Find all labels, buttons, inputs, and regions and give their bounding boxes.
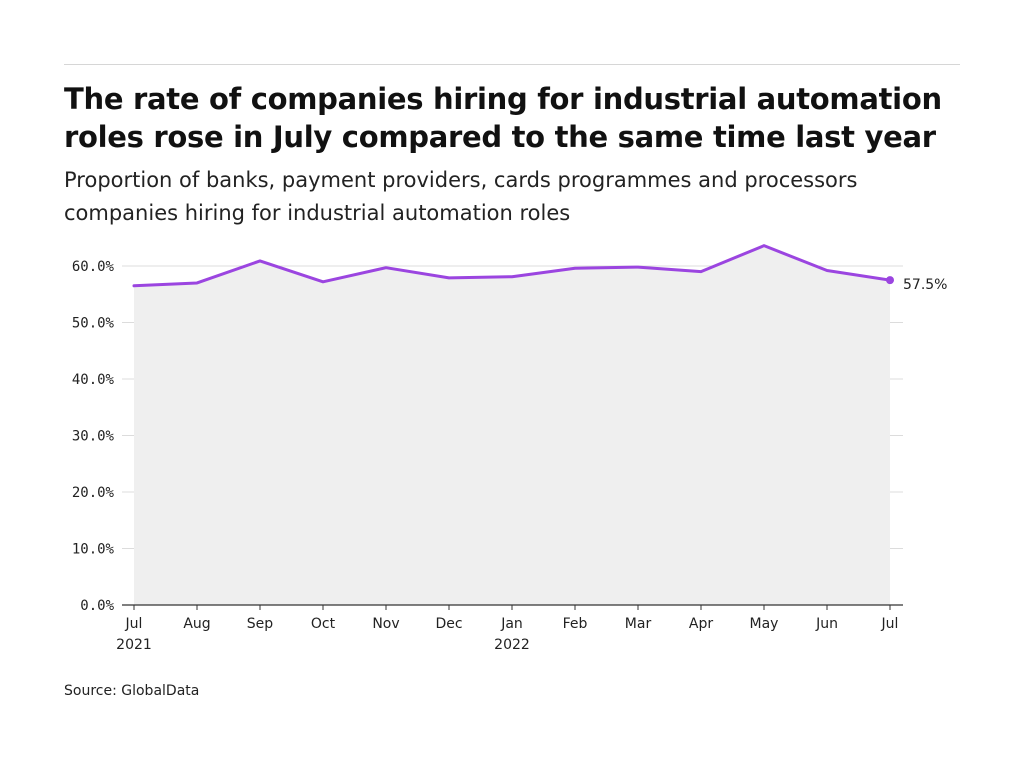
y-tick-label: 20.0% [72, 485, 115, 501]
y-tick-label: 10.0% [72, 542, 115, 558]
y-tick-label: 0.0% [80, 598, 114, 614]
source-note: Source: GlobalData [64, 683, 200, 699]
end-value-label: 57.5% [903, 277, 947, 293]
y-tick-label: 30.0% [72, 429, 115, 445]
x-tick-label: Feb [563, 616, 588, 632]
x-axis-ticks: Jul 2021 Aug Sep Oct Nov Dec Jan 2022 Feb Mar Apr Ma… [116, 605, 898, 653]
y-tick-label: 60.0% [72, 259, 115, 275]
x-tick-label: Jun [815, 616, 838, 632]
x-tick-label: Dec [435, 616, 462, 632]
x-tick-label: Oct [311, 616, 336, 632]
y-tick-label: 40.0% [72, 372, 115, 388]
x-tick-label: Nov [372, 616, 399, 632]
series-line [132, 244, 892, 288]
x-tick-label: 2021 [116, 637, 152, 653]
top-divider [64, 64, 960, 65]
y-axis-tick-labels: 0.0% 10.0% 20.0% 30.0% 40.0% 50.0% 60.0% [72, 259, 115, 614]
x-tick-label: Jul [881, 616, 899, 632]
area-fill [134, 245, 890, 605]
x-tick-label: 2022 [494, 637, 530, 653]
chart-subtitle: Proportion of banks, payment providers, … [64, 168, 858, 225]
x-tick-label: Aug [183, 616, 210, 632]
x-tick-label: Jan [500, 616, 523, 632]
y-tick-label: 50.0% [72, 316, 115, 332]
chart-title: The rate of companies hiring for industr… [64, 82, 942, 154]
x-tick-label: May [750, 616, 779, 632]
x-tick-label: Apr [689, 616, 713, 632]
x-tick-label: Mar [625, 616, 652, 632]
x-tick-label: Sep [247, 616, 274, 632]
end-point-marker [886, 276, 894, 285]
x-tick-label: Jul [125, 616, 143, 632]
